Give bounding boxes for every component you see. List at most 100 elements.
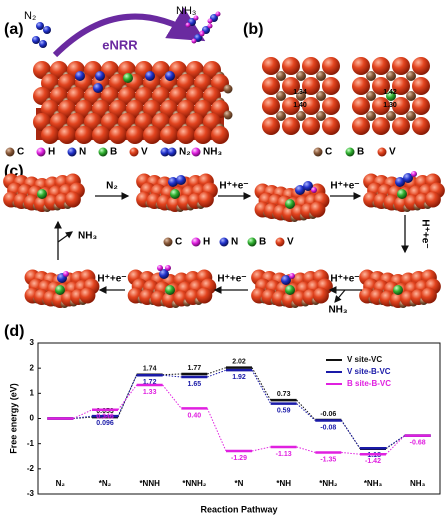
legend-label: N xyxy=(231,237,238,248)
connector xyxy=(340,419,361,449)
x-tick-label: *N₂ xyxy=(99,479,112,488)
atom xyxy=(160,147,170,157)
atom xyxy=(58,126,76,144)
x-tick-label: *NH₃ xyxy=(364,479,383,488)
legend-label: C xyxy=(175,237,182,248)
atom xyxy=(275,237,285,247)
x-tick-label: *NNH₂ xyxy=(182,479,206,488)
x-tick-label: *NNH xyxy=(139,479,160,488)
atom xyxy=(282,97,300,115)
atom xyxy=(39,40,47,48)
atom xyxy=(36,22,44,30)
atom xyxy=(296,111,306,121)
legend-label: B xyxy=(259,237,266,248)
connector xyxy=(206,408,227,452)
atom xyxy=(165,285,175,295)
atom xyxy=(393,285,403,295)
atom xyxy=(420,287,437,304)
atom xyxy=(295,185,305,195)
atom xyxy=(126,126,144,144)
atom xyxy=(392,117,410,135)
atom xyxy=(98,147,108,157)
atom xyxy=(67,147,77,157)
x-tick-label: NH₃ xyxy=(410,479,426,488)
atom xyxy=(197,191,214,208)
connector xyxy=(207,369,227,378)
connector xyxy=(340,420,361,449)
connector xyxy=(73,409,93,419)
atom xyxy=(316,91,326,101)
value-label: 0.346 xyxy=(96,414,114,421)
step-label: H⁺+e⁻ xyxy=(419,219,430,248)
atom xyxy=(191,38,197,44)
legend-label: H xyxy=(203,237,210,248)
x-tick-label: *NH₂ xyxy=(319,479,338,488)
atom xyxy=(145,71,155,81)
atom xyxy=(366,111,376,121)
value-label: 1.92 xyxy=(232,374,246,381)
atom xyxy=(412,77,430,95)
y-tick-label: -2 xyxy=(27,464,35,473)
connector xyxy=(385,435,406,455)
release-arrow xyxy=(57,231,73,243)
value-label: -1.42 xyxy=(365,458,381,465)
atom xyxy=(262,97,280,115)
connector xyxy=(73,415,93,419)
atom xyxy=(302,117,320,135)
atom xyxy=(167,147,177,157)
atom xyxy=(109,126,127,144)
y-tick-label: 3 xyxy=(30,338,35,347)
atom xyxy=(191,147,201,157)
atom xyxy=(223,84,233,94)
atom xyxy=(403,173,413,183)
atom xyxy=(165,265,171,271)
legend-label: V xyxy=(141,147,148,158)
atom xyxy=(160,126,178,144)
legend-label: B site-B-VC xyxy=(347,379,391,388)
bond-length: 1.42 xyxy=(383,89,397,96)
atom xyxy=(386,71,396,81)
value-label: -1.13 xyxy=(276,451,292,458)
bond-length: 1.34 xyxy=(293,89,307,96)
atom xyxy=(165,71,175,81)
atom xyxy=(5,147,15,157)
legend-label: NH₃ xyxy=(203,147,222,158)
connector xyxy=(162,373,182,376)
value-label: -1.35 xyxy=(320,456,336,463)
y-tick-label: -3 xyxy=(27,489,35,498)
atom xyxy=(302,97,320,115)
value-label: 0.73 xyxy=(277,391,291,398)
atom xyxy=(395,177,405,187)
atom xyxy=(366,71,376,81)
atom xyxy=(55,285,65,295)
atom xyxy=(392,77,410,95)
atom xyxy=(289,273,295,279)
step-label: H⁺+e⁻ xyxy=(217,274,246,285)
atom xyxy=(406,111,416,121)
legend-label: H xyxy=(48,147,55,158)
connector xyxy=(162,384,182,409)
atom xyxy=(366,91,376,101)
atom xyxy=(372,117,390,135)
atom xyxy=(302,57,320,75)
atom xyxy=(37,189,47,199)
atom xyxy=(215,11,221,17)
atom xyxy=(193,15,199,21)
atom xyxy=(63,271,69,277)
release-label: NH₃ xyxy=(78,231,97,242)
value-label: 0.096 xyxy=(96,420,114,427)
atom xyxy=(223,110,233,120)
product-label: NH₃ xyxy=(176,5,196,17)
atom xyxy=(219,237,229,247)
atom xyxy=(95,71,105,81)
atom xyxy=(352,77,370,95)
atom xyxy=(199,31,205,37)
atom xyxy=(316,71,326,81)
value-label: 0.053 xyxy=(96,408,114,415)
atom xyxy=(211,126,229,144)
atom xyxy=(176,175,186,185)
atom xyxy=(345,147,355,157)
atom xyxy=(372,57,390,75)
atom xyxy=(64,191,81,208)
